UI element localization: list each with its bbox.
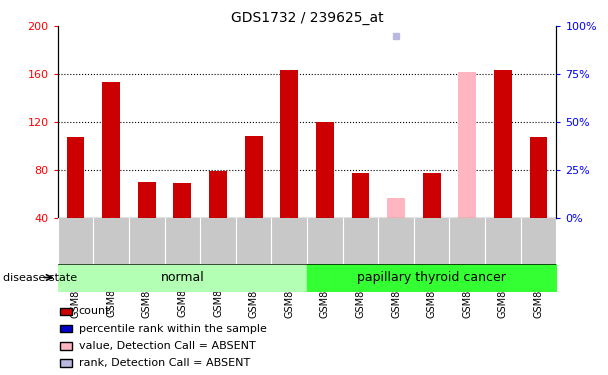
- Bar: [423, 173, 441, 217]
- Title: GDS1732 / 239625_at: GDS1732 / 239625_at: [230, 11, 384, 25]
- Bar: [458, 72, 476, 217]
- Text: papillary thyroid cancer: papillary thyroid cancer: [358, 271, 506, 284]
- FancyBboxPatch shape: [60, 308, 72, 315]
- Bar: [244, 136, 263, 218]
- Bar: [387, 198, 405, 217]
- Text: value, Detection Call = ABSENT: value, Detection Call = ABSENT: [79, 341, 255, 351]
- Bar: [138, 182, 156, 218]
- Bar: [530, 137, 547, 218]
- Bar: [209, 171, 227, 217]
- Text: percentile rank within the sample: percentile rank within the sample: [79, 324, 267, 333]
- FancyBboxPatch shape: [60, 359, 72, 367]
- Bar: [351, 173, 370, 217]
- Bar: [173, 183, 192, 218]
- Bar: [316, 122, 334, 218]
- Text: rank, Detection Call = ABSENT: rank, Detection Call = ABSENT: [79, 358, 250, 368]
- Bar: [280, 70, 298, 217]
- Text: normal: normal: [161, 271, 204, 284]
- FancyBboxPatch shape: [60, 342, 72, 350]
- Bar: [67, 137, 85, 218]
- Bar: [102, 82, 120, 218]
- Text: count: count: [79, 306, 110, 316]
- Text: disease state: disease state: [3, 273, 77, 283]
- FancyBboxPatch shape: [60, 325, 72, 332]
- Bar: [494, 70, 512, 217]
